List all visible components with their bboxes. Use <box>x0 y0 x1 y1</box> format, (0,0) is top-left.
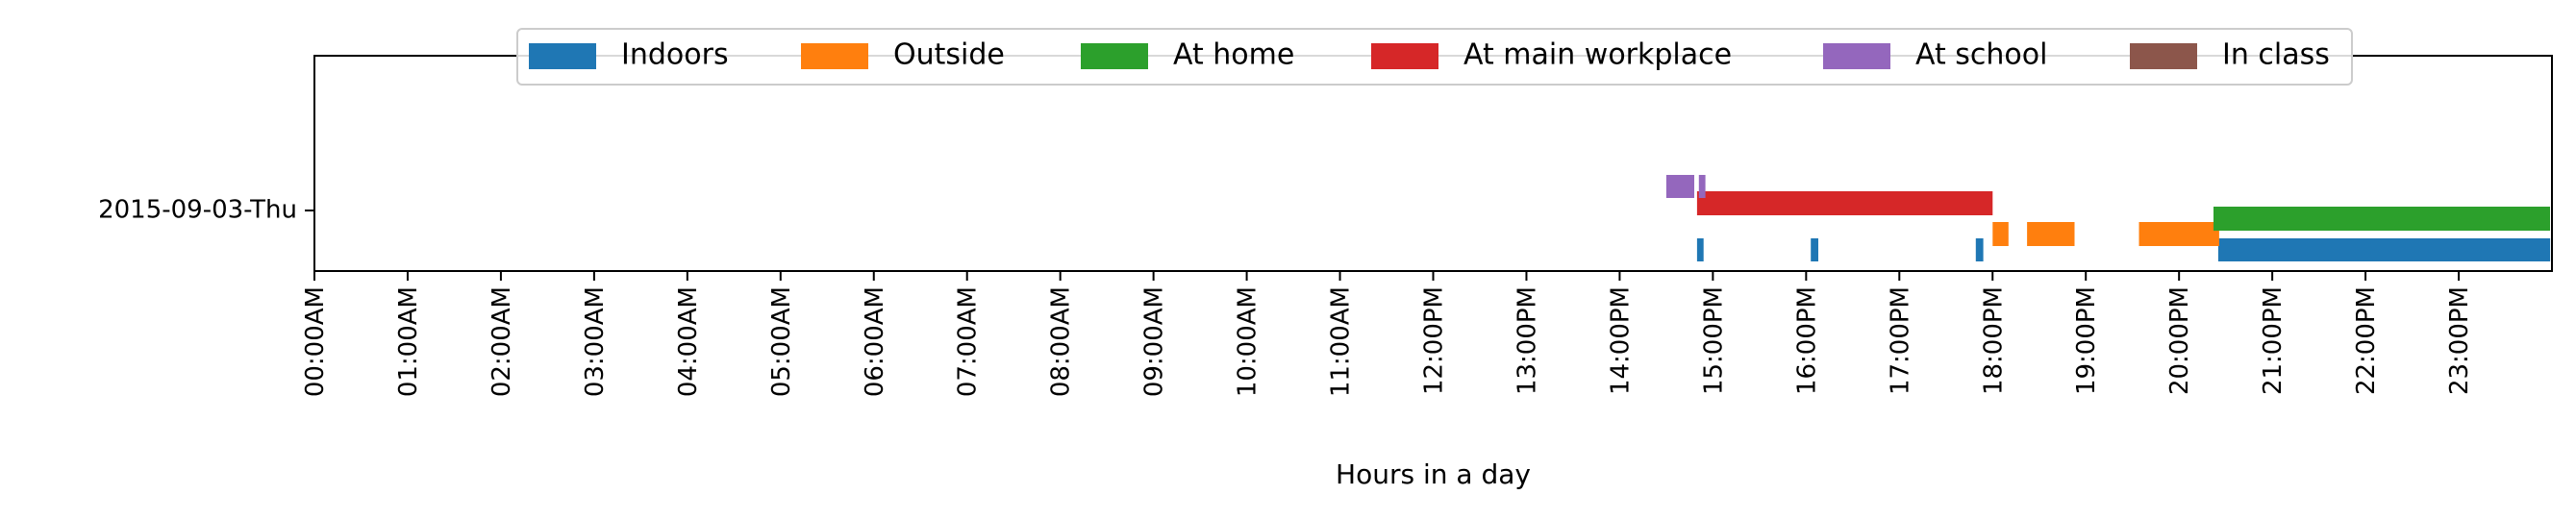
bar-indoors-2 <box>1975 238 1984 261</box>
bar-indoors-1 <box>1811 238 1818 261</box>
x-tick-label: 07:00AM <box>954 286 983 397</box>
bar-indoors-3 <box>2217 238 2551 261</box>
activity-bars <box>1665 175 2551 261</box>
legend-swatch-at-home <box>1081 43 1148 69</box>
x-tick-label: 18:00PM <box>1979 286 2008 395</box>
x-tick-label: 03:00AM <box>581 286 610 397</box>
x-tick-label: 10:00AM <box>1234 286 1263 397</box>
x-tick-label: 20:00PM <box>2165 286 2194 395</box>
x-tick-label: 13:00PM <box>1513 286 1541 395</box>
bar-at-school-0 <box>1665 175 1694 198</box>
x-tick-label: 11:00AM <box>1327 286 1356 397</box>
legend-swatch-indoors <box>529 43 596 69</box>
bar-indoors-0 <box>1696 238 1704 261</box>
x-tick-label: 23:00PM <box>2445 286 2474 395</box>
x-tick-label: 16:00PM <box>1792 286 1821 395</box>
legend-swatch-outside <box>801 43 868 69</box>
legend-swatch-at-school <box>1823 43 1890 69</box>
x-tick-label: 21:00PM <box>2259 286 2288 395</box>
legend-label-in-class: In class <box>2222 38 2330 72</box>
x-tick-label: 22:00PM <box>2352 286 2381 395</box>
x-tick-label: 00:00AM <box>301 286 330 397</box>
bar-at-home-0 <box>2213 207 2550 231</box>
x-tick-label: 02:00AM <box>488 286 516 397</box>
x-tick-label: 01:00AM <box>394 286 423 397</box>
legend-label-at-main-workplace: At main workplace <box>1463 38 1732 72</box>
legend-swatch-at-main-workplace <box>1371 43 1438 69</box>
y-axis: 2015-09-03-Thu <box>98 196 314 225</box>
x-tick-label: 06:00AM <box>861 286 889 397</box>
legend-label-outside: Outside <box>893 38 1005 72</box>
bar-outside-2 <box>2138 222 2219 246</box>
x-tick-label: 15:00PM <box>1699 286 1728 395</box>
bar-outside-0 <box>1992 222 2009 246</box>
x-tick-label: 14:00PM <box>1606 286 1635 395</box>
legend: Indoors Outside At home At main workplace At… <box>516 28 2353 86</box>
legend-label-at-home: At home <box>1173 38 1294 72</box>
x-tick-label: 12:00PM <box>1420 286 1449 395</box>
legend-label-at-school: At school <box>1915 38 2047 72</box>
legend-label-indoors: Indoors <box>621 38 729 72</box>
x-axis-label: Hours in a day <box>1336 458 1531 490</box>
legend-swatch-in-class <box>2130 43 2197 69</box>
bar-at-school-1 <box>1698 175 1706 198</box>
x-axis: 00:00AM 01:00AM 02:00AM 03:00AM 04:00AM 05:00… <box>301 271 2474 397</box>
x-tick-label: 17:00PM <box>1886 286 1914 395</box>
x-tick-label: 04:00AM <box>674 286 703 397</box>
x-tick-label: 05:00AM <box>767 286 796 397</box>
bar-at-main-workplace-0 <box>1696 191 1993 215</box>
bar-outside-1 <box>2027 222 2075 246</box>
x-tick-label: 09:00AM <box>1140 286 1169 397</box>
x-tick-label: 08:00AM <box>1047 286 1076 397</box>
y-tick-date-label: 2015-09-03-Thu <box>98 196 297 225</box>
x-tick-label: 19:00PM <box>2072 286 2101 395</box>
